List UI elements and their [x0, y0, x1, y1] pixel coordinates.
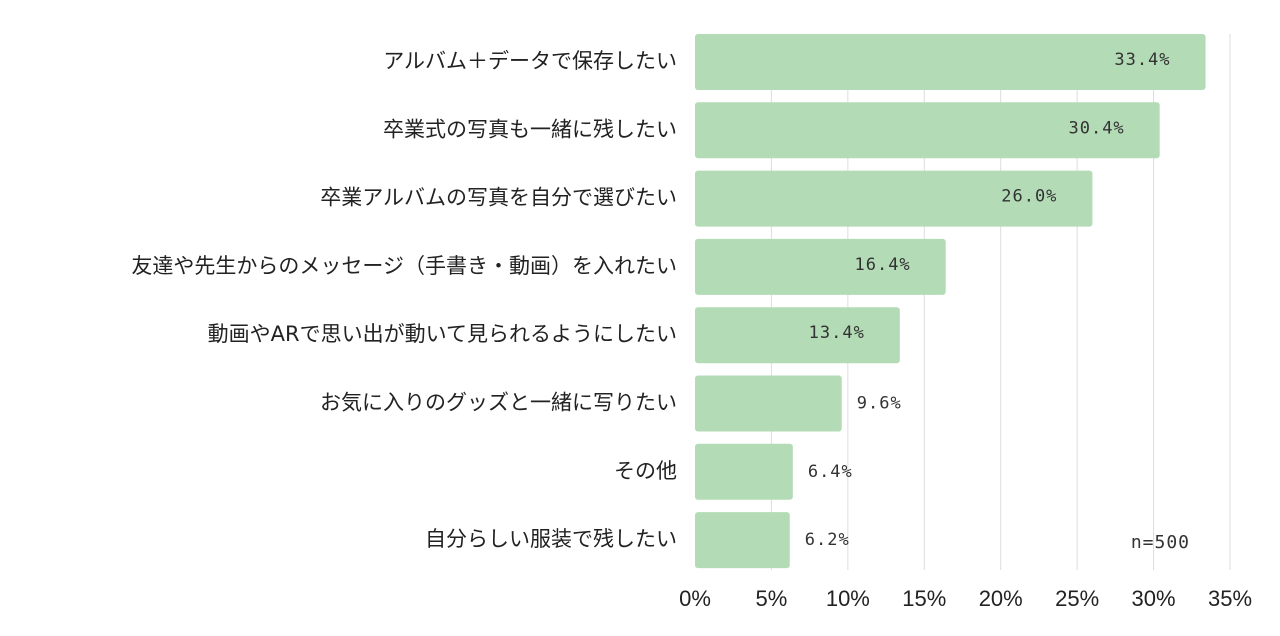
value-labels: 33.4% 30.4% 26.0% 16.4% 13.4% 9.6% 6.4% 6.2%: [805, 50, 1170, 550]
x-axis-tick-labels: 0% 5% 10% 15% 20% 25% 30% 35%: [679, 586, 1252, 611]
sample-size-note: n=500: [1131, 532, 1190, 553]
bars: [695, 34, 1206, 569]
bar-4: [695, 307, 900, 364]
value-label-5: 9.6%: [857, 394, 902, 414]
category-label-2: 卒業アルバムの写真を自分で選びたい: [320, 186, 677, 210]
value-label-7: 6.2%: [805, 530, 850, 550]
value-label-6: 6.4%: [808, 462, 853, 482]
value-label-2: 26.0%: [1001, 187, 1057, 207]
category-label-6: その他: [614, 459, 677, 483]
x-tick-label-15: 15%: [902, 586, 946, 611]
value-label-3: 16.4%: [854, 255, 910, 275]
category-labels: アルバム＋データで保存したい卒業式の写真も一緒に残したい卒業アルバムの写真を自分…: [131, 49, 677, 551]
x-tick-label-30: 30%: [1132, 586, 1176, 611]
bar-7: [695, 512, 790, 569]
category-label-4: 動画やARで思い出が動いて見られるようにしたい: [208, 322, 677, 346]
bar-2: [695, 170, 1093, 227]
category-label-0: アルバム＋データで保存したい: [383, 49, 677, 73]
bar-6: [695, 443, 793, 500]
category-label-5: お気に入りのグッズと一緒に写りたい: [320, 391, 677, 415]
x-tick-label-10: 10%: [826, 586, 870, 611]
category-label-7: 自分らしい服装で残したい: [425, 527, 677, 551]
x-tick-label-5: 5%: [756, 586, 788, 611]
x-tick-label-35: 35%: [1208, 586, 1252, 611]
x-tick-label-0: 0%: [679, 586, 711, 611]
x-tick-label-25: 25%: [1055, 586, 1099, 611]
value-label-1: 30.4%: [1068, 118, 1124, 138]
bar-3: [695, 238, 946, 295]
bar-1: [695, 102, 1160, 159]
value-label-0: 33.4%: [1114, 50, 1170, 70]
bar-5: [695, 375, 842, 432]
value-label-4: 13.4%: [809, 323, 865, 343]
category-label-1: 卒業式の写真も一緒に残したい: [383, 117, 677, 141]
x-tick-label-20: 20%: [979, 586, 1023, 611]
bar-0: [695, 34, 1206, 90]
category-label-3: 友達や先生からのメッセージ（手書き・動画）を入れたい: [131, 254, 677, 278]
